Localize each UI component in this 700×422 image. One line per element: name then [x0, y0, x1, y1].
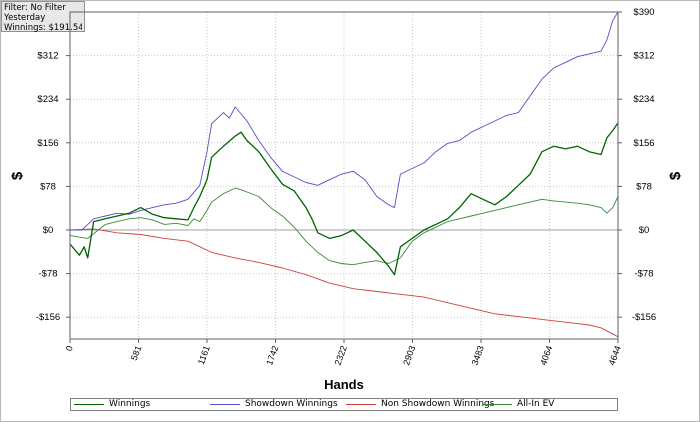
x-tick-label: 3483 — [470, 344, 486, 366]
x-tick-label: 4644 — [607, 344, 623, 366]
series-lines — [69, 11, 619, 338]
x-tick-label: 0 — [64, 344, 75, 352]
legend-swatch — [210, 404, 240, 405]
date-range-label: Yesterday — [4, 13, 46, 23]
x-tick-label: 581 — [129, 344, 144, 362]
y-tick-label-left: $312 — [37, 51, 58, 62]
x-axis-label: Hands — [324, 377, 364, 392]
y-tick-label-right: -$156 — [632, 312, 656, 323]
y-tick-label-left: $78 — [40, 181, 56, 192]
plot-area-border — [69, 11, 619, 340]
filter-info-box: Filter: No Filter Yesterday Winnings: $1… — [1, 1, 85, 33]
y-axis-label-left: $ — [9, 171, 26, 180]
winnings-label: Winnings: $191.54 — [4, 23, 82, 33]
chart-legend: Winnings Showdown Winnings Non Showdown Wi… — [70, 398, 618, 411]
legend-swatch — [346, 404, 376, 405]
x-tick-label: 4064 — [538, 344, 554, 366]
series-line-winnings — [69, 122, 619, 276]
y-tick-label-right: -$78 — [634, 269, 653, 280]
series-line-non-showdown-winnings — [69, 228, 619, 338]
legend-label: All-In EV — [517, 399, 555, 409]
y-tick-label-right: $312 — [633, 51, 654, 62]
series-line-showdown-winnings — [70, 11, 619, 231]
x-tick-label: 2903 — [401, 344, 417, 366]
legend-swatch — [74, 404, 104, 405]
y-tick-label-left: $234 — [37, 94, 58, 105]
y-tick-label-right: $156 — [633, 138, 654, 149]
legend-label: Showdown Winnings — [245, 399, 338, 409]
y-tick-label-right: $234 — [633, 94, 654, 105]
y-tick-label-left: $0 — [43, 225, 54, 236]
x-tick-label: 1161 — [196, 344, 212, 366]
y-tick-label-right: $390 — [633, 7, 654, 18]
legend-swatch — [482, 404, 512, 405]
filter-label: Filter: No Filter — [4, 3, 66, 13]
y-axis-label-right: $ — [667, 171, 684, 180]
y-tick-label-left: -$156 — [36, 312, 60, 323]
series-line-all-in-ev — [69, 187, 619, 266]
grid-lines — [70, 12, 618, 339]
legend-label: Non Showdown Winnings — [381, 399, 495, 409]
y-tick-label-right: $78 — [636, 181, 652, 192]
y-tick-label-left: -$78 — [38, 269, 57, 280]
y-tick-label-right: $0 — [639, 225, 650, 236]
x-tick-label: 1742 — [264, 344, 280, 366]
legend-label: Winnings — [109, 399, 151, 409]
x-tick-label: 2322 — [333, 344, 349, 366]
y-tick-label-left: $156 — [37, 138, 58, 149]
